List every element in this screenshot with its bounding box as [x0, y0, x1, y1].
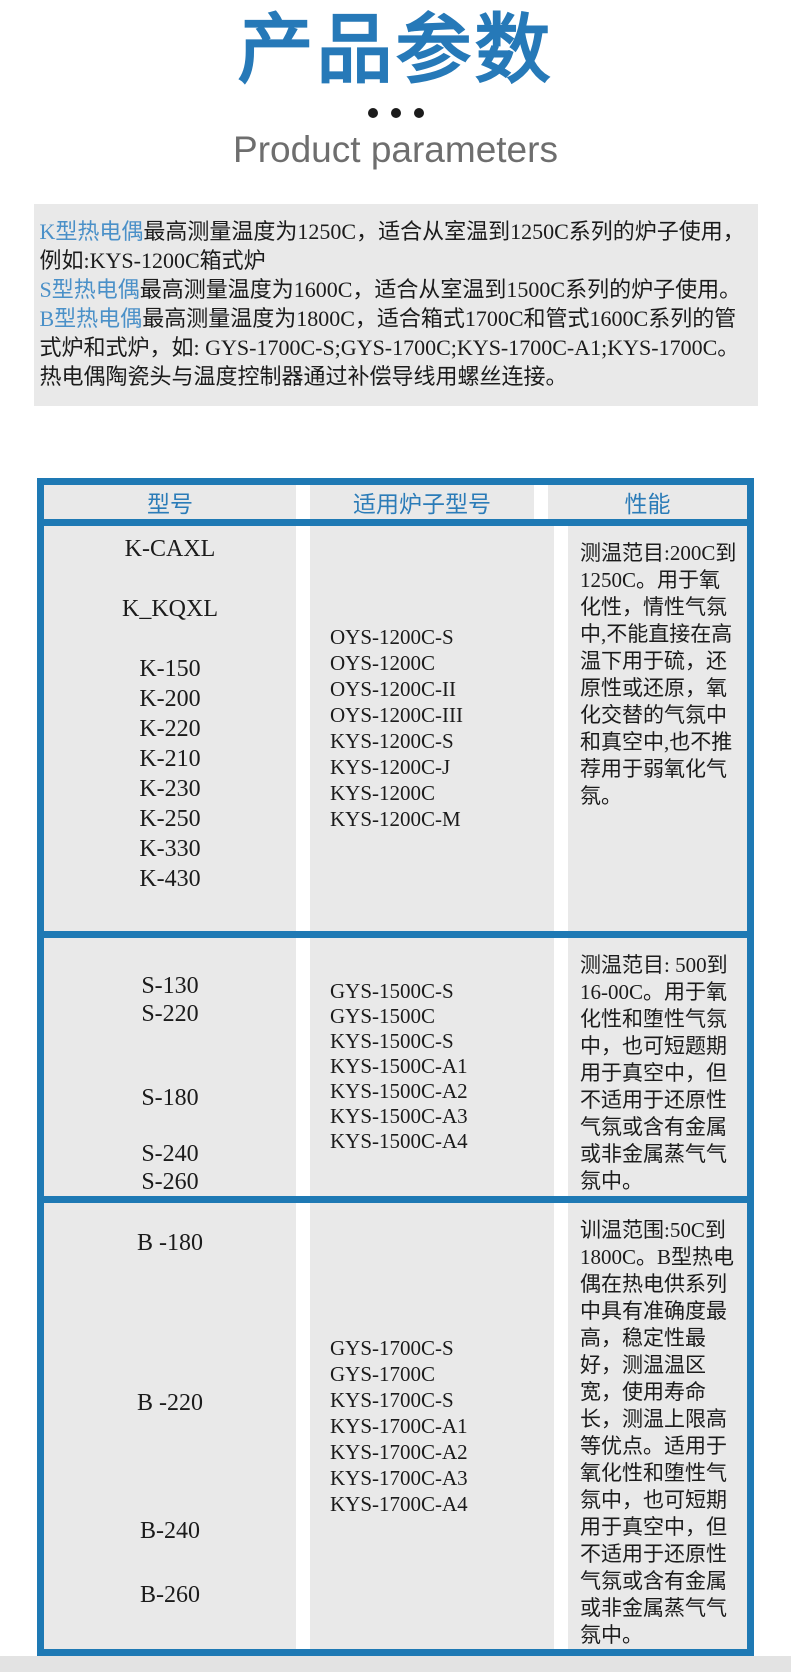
model-cell — [44, 1323, 296, 1355]
furnace-model-cell: KYS-1500C-A2 — [330, 1079, 468, 1104]
page-subtitle: Product parameters — [233, 128, 558, 170]
model-cell: K_KQXL — [122, 595, 218, 622]
model-cell — [44, 1355, 296, 1387]
model-cell: K-230 — [139, 775, 201, 802]
model-cell — [44, 1112, 296, 1140]
performance-text: 训温范围:50C到1800C。B型热电偶在热电供系列中具有准确度最高，稳定性最好… — [580, 1217, 735, 1647]
furnace-models-column: GYS-1500C-S GYS-1500C KYS-1500C-S KYS-1500C… — [310, 937, 554, 1196]
bottom-strip — [0, 1656, 791, 1672]
dot-icon — [367, 107, 378, 118]
model-cell: K-220 — [139, 715, 201, 742]
model-cell — [44, 1547, 296, 1579]
model-cell: K-250 — [139, 805, 201, 832]
furnace-model-cell: GYS-1700C — [330, 1361, 436, 1386]
table-row-s-series: S-130 S-220 S-180 S-240 S-260 GYS-1500C-S GYS… — [44, 937, 747, 1196]
models-column: K-CAXL K_KQXL K-150 K-200 K-220 K-210 K-230 K-2… — [44, 525, 296, 931]
models-column: S-130 S-220 S-180 S-240 S-260 — [44, 937, 296, 1196]
model-cell — [44, 564, 296, 594]
intro-line: B型热电偶最高测量温度为1800C，适合箱式1700C和管式1600C系列的管式… — [40, 304, 752, 362]
intro-text: 最高测量温度为1600C，适合从室温到1500C系列的炉子使用。 — [139, 276, 742, 302]
header-cell-model: 型号 — [44, 484, 296, 519]
furnace-model-cell: KYS-1200C — [330, 781, 436, 806]
model-cell: S-130 — [141, 972, 199, 999]
furnace-model-cell: KYS-1700C-S — [330, 1387, 454, 1412]
model-cell — [44, 1056, 296, 1084]
table-header-row: 型号 适用炉子型号 性能 — [44, 484, 747, 519]
table-row-k-series: K-CAXL K_KQXL K-150 K-200 K-220 K-210 K-230 K-2… — [44, 525, 747, 931]
dot-icon — [390, 107, 401, 118]
model-cell: B -220 — [137, 1389, 203, 1416]
furnace-model-cell: KYS-1500C-A4 — [330, 1129, 468, 1154]
header-divider — [44, 518, 747, 526]
performance-column: 测温范目:200C到1250C。用于氧化性，情性气氛中,不能直接在高温下用于硫，… — [568, 525, 747, 931]
furnace-model-cell: KYS-1500C-A1 — [330, 1054, 468, 1079]
models-column: B -180 B -220 B-240 B-260 — [44, 1202, 296, 1649]
furnace-model-cell: KYS-1700C-A4 — [330, 1491, 468, 1516]
model-cell: K-CAXL — [124, 535, 216, 562]
furnace-model-cell: KYS-1500C-A3 — [330, 1104, 468, 1129]
furnace-models-column: GYS-1700C-S GYS-1700C KYS-1700C-S KYS-1700C… — [310, 1202, 554, 1649]
model-cell: K-430 — [139, 865, 201, 892]
furnace-model-cell: KYS-1700C-A1 — [330, 1413, 468, 1438]
furnace-model-cell: GYS-1500C — [330, 1004, 436, 1029]
furnace-model-cell: KYS-1700C-A3 — [330, 1465, 468, 1490]
parameters-table: 型号 适用炉子型号 性能 K-CAXL K_KQXL K-150 K-200 K-220… — [37, 477, 754, 1656]
furnace-model-cell: KYS-1500C-S — [330, 1029, 454, 1054]
header-cell-furnace: 适用炉子型号 — [310, 484, 534, 519]
furnace-model-cell: KYS-1200C-M — [330, 807, 461, 832]
section-divider — [44, 930, 747, 938]
intro-text: 最高测量温度为1250C，适合从室温到1250C系列的炉子使用，例如:KYS-1… — [39, 218, 745, 273]
furnace-model-cell: KYS-1200C-J — [330, 755, 451, 780]
furnace-model-cell: OYS-1200C-III — [330, 703, 463, 728]
model-cell: K-200 — [139, 685, 201, 712]
separator-dots — [0, 107, 791, 118]
intro-line: K型热电偶最高测量温度为1250C，适合从室温到1250C系列的炉子使用，例如:… — [40, 217, 752, 275]
model-cell: B -180 — [137, 1229, 203, 1256]
model-cell: K-330 — [139, 835, 201, 862]
model-cell: K-150 — [139, 655, 201, 682]
furnace-model-cell: OYS-1200C-S — [330, 625, 454, 650]
intro-highlight: B型热电偶 — [39, 305, 143, 331]
furnace-models-column: OYS-1200C-S OYS-1200C OYS-1200C-II OYS-1200… — [310, 525, 554, 931]
performance-text: 测温范目: 500到16-00C。用于氧化性和堕性气氛中，也可短题期用于真空中，… — [580, 952, 728, 1193]
model-cell — [44, 624, 296, 654]
model-cell — [44, 1291, 296, 1323]
furnace-model-cell: KYS-1200C-S — [330, 729, 454, 754]
intro-text: 热电偶陶瓷头与温度控制器通过补偿导线用螺丝连接。 — [39, 363, 568, 389]
model-cell — [44, 1483, 296, 1515]
table-row-b-series: B -180 B -220 B-240 B-260 GYS-1700C-S GYS-17… — [44, 1202, 747, 1649]
model-cell: K-210 — [139, 745, 201, 772]
intro-highlight: K型热电偶 — [39, 218, 144, 244]
section-divider — [44, 1195, 747, 1203]
intro-highlight: S型热电偶 — [39, 276, 140, 302]
intro-text: 最高测量温度为1800C，适合箱式1700C和管式1600C系列的管式炉和式炉，… — [39, 305, 740, 360]
model-cell — [44, 1419, 296, 1451]
intro-line: S型热电偶最高测量温度为1600C，适合从室温到1500C系列的炉子使用。 — [40, 275, 752, 304]
dot-icon — [413, 107, 424, 118]
model-cell: B-260 — [140, 1581, 200, 1608]
header-cell-performance: 性能 — [548, 484, 747, 519]
furnace-model-cell: GYS-1500C-S — [330, 979, 454, 1004]
intro-line: 热电偶陶瓷头与温度控制器通过补偿导线用螺丝连接。 — [40, 362, 752, 391]
model-cell: S-260 — [141, 1168, 199, 1195]
furnace-model-cell: OYS-1200C — [330, 651, 436, 676]
furnace-model-cell: GYS-1700C-S — [330, 1335, 454, 1360]
model-cell: S-180 — [141, 1084, 199, 1111]
performance-text: 测温范目:200C到1250C。用于氧化性，情性气氛中,不能直接在高温下用于硫，… — [580, 540, 737, 808]
furnace-model-cell: OYS-1200C-II — [330, 677, 456, 702]
model-cell — [44, 1451, 296, 1483]
performance-column: 训温范围:50C到1800C。B型热电偶在热电供系列中具有准确度最高，稳定性最好… — [568, 1202, 747, 1649]
model-cell — [44, 1028, 296, 1056]
furnace-model-cell: KYS-1700C-A2 — [330, 1439, 468, 1464]
model-cell: B-240 — [140, 1517, 200, 1544]
model-cell: S-240 — [141, 1140, 199, 1167]
performance-column: 测温范目: 500到16-00C。用于氧化性和堕性气氛中，也可短题期用于真空中，… — [568, 937, 747, 1196]
model-cell: S-220 — [141, 1000, 199, 1027]
intro-box: K型热电偶最高测量温度为1250C，适合从室温到1250C系列的炉子使用，例如:… — [33, 203, 758, 406]
page-title: 产品参数 — [237, 8, 554, 93]
model-cell — [44, 1259, 296, 1291]
